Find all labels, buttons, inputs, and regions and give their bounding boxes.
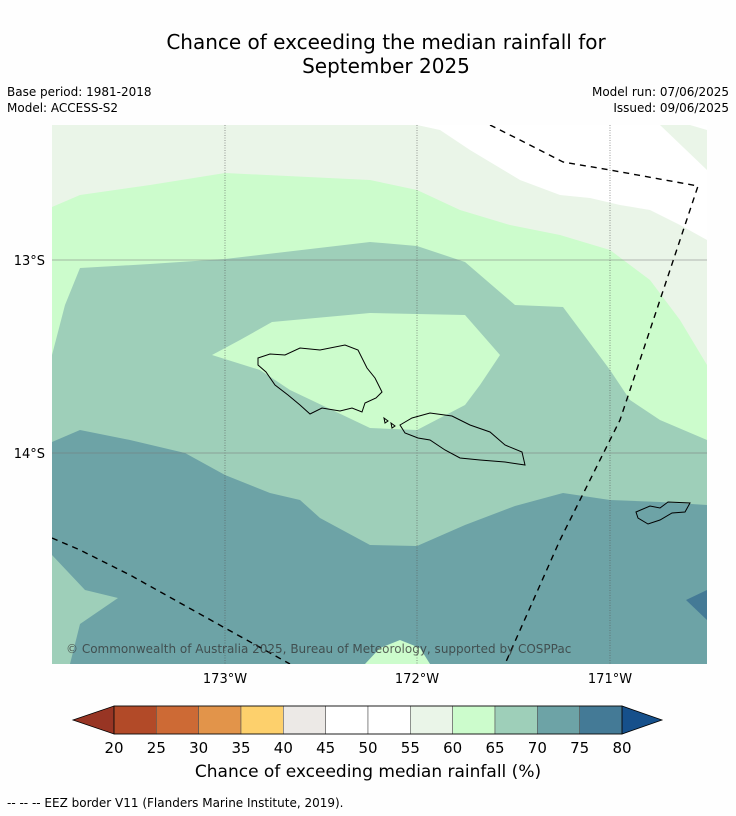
map-area: © Commonwealth of Australia 2025, Bureau… [52, 125, 707, 664]
colorbar-tick-label: 50 [358, 739, 377, 757]
region-60-65-enclave [212, 313, 500, 430]
colorbar-swatch [198, 705, 242, 735]
lat-label-14s: 14°S [14, 447, 45, 462]
colorbar-swatch [367, 705, 411, 735]
colorbar-tick-label: 35 [231, 739, 250, 757]
colorbar-extend-high [621, 705, 664, 735]
colorbar-tick-label: 25 [147, 739, 166, 757]
tutuila-island [635, 501, 691, 525]
lon-label-172w: 172°W [395, 672, 439, 687]
colorbar-tick-label: 60 [443, 739, 462, 757]
colorbar-tick-label: 20 [104, 739, 123, 757]
model-run: Model run: 07/06/2025 [591, 85, 729, 99]
model-name: Model: ACCESS-S2 [7, 101, 119, 115]
coastlines [257, 344, 691, 525]
colorbar: 20 25 30 35 40 45 50 55 60 65 70 75 80 [71, 705, 664, 757]
colorbar-border [113, 705, 623, 735]
upolu-island [399, 412, 526, 466]
colorbar-swatch [452, 705, 496, 735]
colorbar-swatch [156, 705, 199, 735]
map-title: Chance of exceeding the median rainfall … [0, 30, 736, 78]
colorbar-swatch [494, 705, 538, 735]
lat-gridlines [52, 259, 707, 454]
colorbar-tick-label: 75 [570, 739, 589, 757]
region-60-65-patch [365, 640, 430, 664]
region-75-80-patch [686, 590, 707, 620]
savaii-island [257, 344, 383, 415]
colorbar-swatch [537, 705, 580, 735]
colorbar-tick-label: 80 [612, 739, 631, 757]
colorbar-tick-label: 40 [274, 739, 293, 757]
meta-right: Model run: 07/06/2025 Issued: 09/06/2025 [592, 84, 729, 116]
region-70-75 [52, 430, 707, 664]
lon-label-173w: 173°W [203, 672, 247, 687]
region-65-70-patch [52, 555, 118, 664]
colorbar-tick-label: 65 [485, 739, 504, 757]
title-line-1: Chance of exceeding the median rainfall … [166, 30, 606, 54]
manono-island [383, 416, 389, 424]
eez-footnote: -- -- -- EEZ border V11 (Flanders Marine… [7, 796, 344, 810]
rainfall-map: © Commonwealth of Australia 2025, Bureau… [14, 125, 707, 757]
apolima-island [390, 421, 396, 429]
lat-label-13s: 13°S [14, 254, 45, 269]
colorbar-tick-label: 45 [316, 739, 335, 757]
colorbar-label: Chance of exceeding median rainfall (%) [194, 762, 542, 782]
colorbar-swatch [113, 705, 157, 735]
base-period: Base period: 1981-2018 [7, 85, 152, 99]
copyright-text: © Commonwealth of Australia 2025, Bureau… [66, 642, 571, 656]
meta-left: Base period: 1981-2018 Model: ACCESS-S2 [7, 84, 152, 116]
title-line-2: September 2025 [302, 54, 470, 78]
lon-label-171w: 171°W [588, 672, 632, 687]
issued-date: Issued: 09/06/2025 [613, 101, 729, 115]
colorbar-swatch [410, 705, 453, 735]
eez-border [52, 125, 699, 664]
colorbar-tick-label: 30 [189, 739, 208, 757]
colorbar-swatch [283, 705, 326, 735]
region-50-55 [417, 125, 707, 240]
colorbar-swatch [579, 705, 623, 735]
colorbar-swatch [325, 705, 369, 735]
colorbar-tick-label: 55 [401, 739, 420, 757]
colorbar-tick-label: 70 [528, 739, 547, 757]
colorbar-extend-low [71, 705, 115, 735]
colorbar-swatch [240, 705, 284, 735]
